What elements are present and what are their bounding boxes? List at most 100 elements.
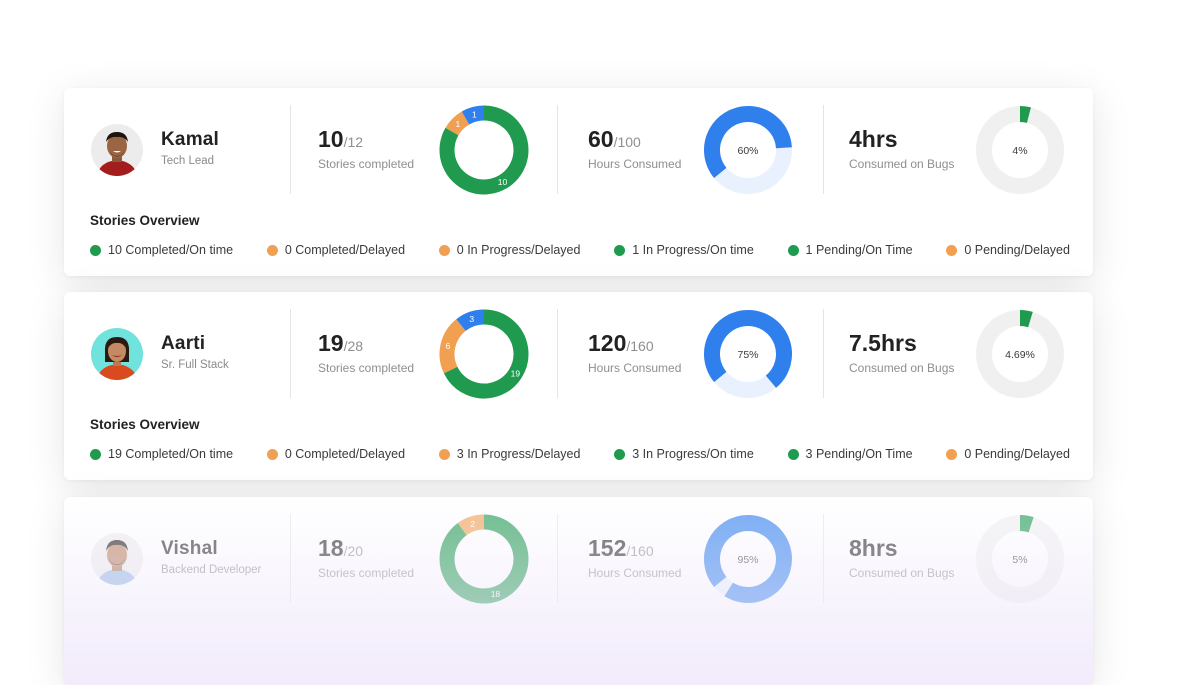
member-card: Kamal Tech Lead 10/12 Stories completed … [64,88,1093,276]
bugs-donut-percent: 5% [1012,554,1027,566]
hours-total-value: /160 [626,543,654,559]
stories-donut-label: 6 [446,341,451,351]
hours-donut-center [721,123,775,177]
legend-item: 19 Completed/On time [90,447,233,461]
stories-donut-chart: 10 1 1 [439,105,529,195]
divider [290,105,291,194]
bugs-donut-percent: 4.69% [1005,349,1035,361]
stories-donut-segment [439,105,529,195]
stories-donut-label: 1 [472,109,477,119]
avatar [91,328,143,380]
legend-item: 0 In Progress/Delayed [438,243,580,257]
hours-donut-chart: 75% [704,310,792,398]
bugs-donut-percent: 4% [1012,145,1027,157]
legend-label: 3 Pending/On Time [805,447,913,461]
legend-item: 0 Completed/Delayed [266,447,406,461]
member-role: Sr. Full Stack [161,359,229,371]
stories-count: 10/12 [318,126,363,153]
member-role: Backend Developer [161,564,262,576]
legend-label: 1 In Progress/On time [632,243,754,257]
stories-count: 19/28 [318,330,363,357]
hours-donut-chart: 60% [704,106,792,194]
member-name: Kamal [161,129,220,150]
legend-label: 19 Completed/On time [108,447,234,461]
legend-label: 0 Completed/Delayed [284,447,406,461]
bugs-hours: 8hrs [849,535,898,561]
divider [823,105,824,194]
bugs-donut-chart: 4.69% [976,309,1064,398]
stories-donut-label: 3 [469,314,474,324]
hours-donut-chart: 95% [704,515,792,603]
bugs-label: Consumed on Bugs [849,566,955,580]
hours-donut-percent: 75% [737,349,758,361]
member-card: Aarti Sr. Full Stack 19/28 Stories compl… [64,292,1093,480]
legend-dot [90,448,101,460]
member-name: Aarti [161,333,206,354]
stories-label: Stories completed [318,361,415,375]
stories-donut-segment [439,319,466,374]
stories-donut-label: 19 [511,369,521,379]
hours-total-value: /100 [613,134,641,150]
fade-overlay [64,497,1093,685]
legend-item: 3 In Progress/Delayed [438,447,581,461]
stories-count: 18/20 [318,535,363,562]
legend-label: 0 Completed/Delayed [284,243,406,257]
stories-donut-label: 18 [491,589,501,599]
legend-dot [614,448,626,460]
stories-donut-label: 1 [455,119,460,129]
divider [290,514,291,603]
stories-donut-segment [443,309,529,399]
legend-item: 1 In Progress/On time [614,243,754,257]
member-name: Vishal [161,538,218,559]
legend-dot [787,448,799,460]
legend-label: 0 Pending/Delayed [964,243,1070,257]
divider [557,105,558,194]
member-card: Vishal Backend Developer 18/20 Stories c… [64,497,1093,685]
stories-completed-value: 18 [318,535,344,561]
bugs-donut-progress [1019,309,1033,328]
bugs-donut-progress [1019,515,1034,533]
stories-donut-label: 10 [498,177,508,187]
hours-donut-percent: 60% [737,145,758,157]
bugs-label: Consumed on Bugs [849,361,955,375]
stories-legend: 10 Completed/On time 0 Completed/Delayed 0… [90,243,1070,257]
legend-item: 0 Pending/Delayed [946,447,1070,461]
stories-overview-title: Stories Overview [90,417,200,432]
stories-donut-segment [439,514,529,604]
legend-dot [946,244,958,256]
bugs-donut-progress [1019,106,1031,123]
stories-donut-segment [461,105,485,125]
legend-item: 0 Completed/Delayed [266,243,406,257]
legend-item: 3 In Progress/On time [614,447,754,461]
bugs-donut-chart: 4% [976,106,1064,194]
hours-label: Hours Consumed [588,361,682,375]
hours-consumed-value: 60 [588,126,614,152]
legend-label: 1 Pending/On Time [805,243,913,257]
hours-donut-progress [704,106,792,179]
legend-dot [266,448,278,460]
legend-label: 3 In Progress/On time [632,447,754,461]
stories-total-value: /12 [343,134,364,150]
hours-consumed-value: 152 [588,535,627,561]
stories-completed-value: 10 [318,126,344,152]
legend-dot [90,244,101,256]
hours-count: 60/100 [588,126,641,153]
hours-donut-center [721,327,775,381]
bugs-hours: 4hrs [849,126,898,152]
legend-label: 3 In Progress/Delayed [456,447,581,461]
hours-count: 152/160 [588,535,654,562]
divider [823,309,824,398]
stories-donut-chart: 18 2 [439,514,529,604]
stories-donut-segment [445,111,470,136]
legend-dot [614,244,626,256]
legend-dot [438,244,450,256]
legend-item: 1 Pending/On Time [787,243,913,257]
stories-label: Stories completed [318,157,415,171]
legend-item: 10 Completed/On time [90,243,233,257]
bugs-donut-chart: 5% [976,515,1064,603]
legend-dot [266,244,278,256]
bugs-label: Consumed on Bugs [849,157,955,171]
hours-count: 120/160 [588,330,654,357]
legend-item: 3 Pending/On Time [787,447,913,461]
